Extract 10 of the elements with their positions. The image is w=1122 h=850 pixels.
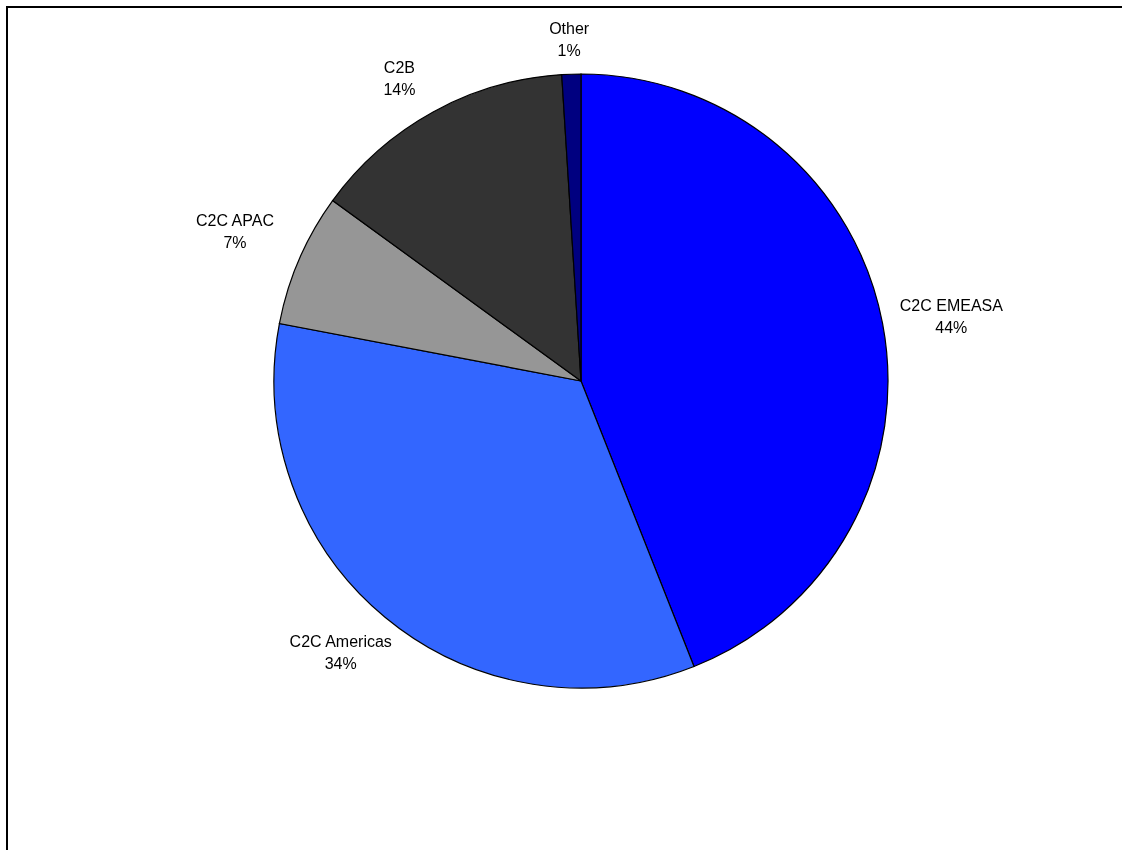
- data-label: 14%: [383, 81, 416, 99]
- slice-label: C2B: [383, 59, 415, 77]
- data-label: 44%: [935, 319, 968, 337]
- data-label: 7%: [223, 234, 247, 252]
- slice-label: Other: [549, 20, 590, 38]
- slice-label: C2C Americas: [289, 632, 392, 650]
- data-label: 1%: [557, 42, 581, 60]
- slice-label: C2C EMEASA: [899, 297, 1004, 315]
- slice-label: C2C APAC: [196, 212, 274, 230]
- data-label: 34%: [324, 654, 357, 672]
